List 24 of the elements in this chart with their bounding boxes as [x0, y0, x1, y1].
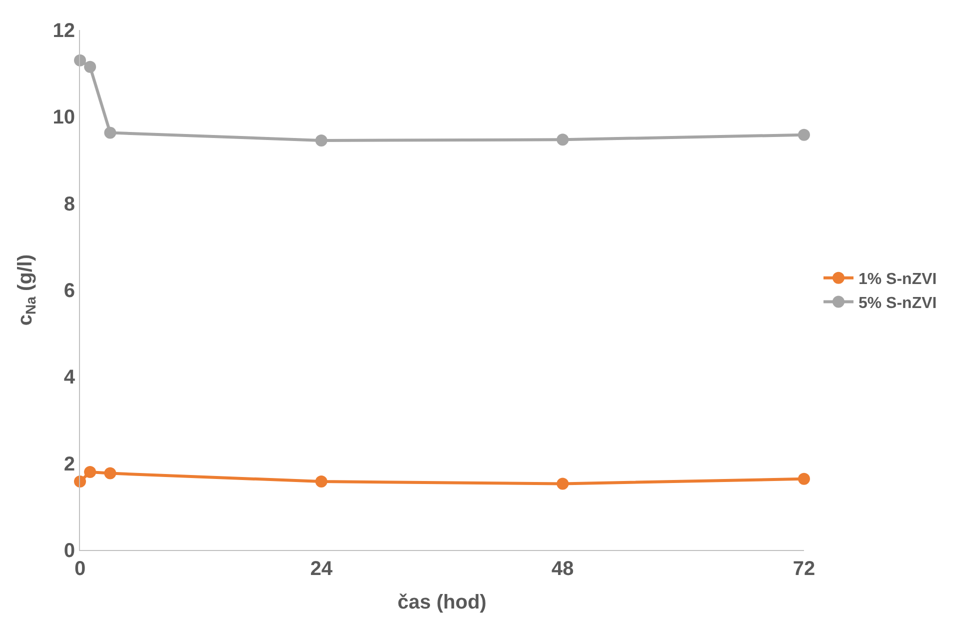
y-tick-label: 6 [64, 280, 75, 302]
point [84, 60, 96, 73]
legend-label: 5% S-nZVI [858, 294, 937, 312]
point [104, 126, 116, 139]
y-tick-label: 2 [64, 453, 75, 476]
x-tick-label: 24 [310, 558, 334, 580]
y-tick-label: 8 [64, 193, 75, 216]
x-tick-label: 72 [792, 558, 816, 580]
point [74, 54, 86, 66]
point [798, 472, 810, 485]
y-tick-label: 4 [64, 366, 76, 389]
y-tick-label: 0 [64, 540, 75, 562]
y-tick-label: 12 [52, 20, 75, 42]
x-tick-label: 48 [552, 558, 574, 580]
point [556, 478, 569, 490]
x-axis-title: čas (hod) [398, 592, 486, 614]
point [84, 466, 96, 478]
point [104, 467, 116, 480]
point [315, 134, 328, 146]
legend-label: 1% S-nZVI [858, 271, 937, 288]
point [798, 128, 810, 141]
y-tick-label: 10 [52, 106, 75, 129]
point [556, 134, 569, 146]
point [315, 476, 328, 488]
